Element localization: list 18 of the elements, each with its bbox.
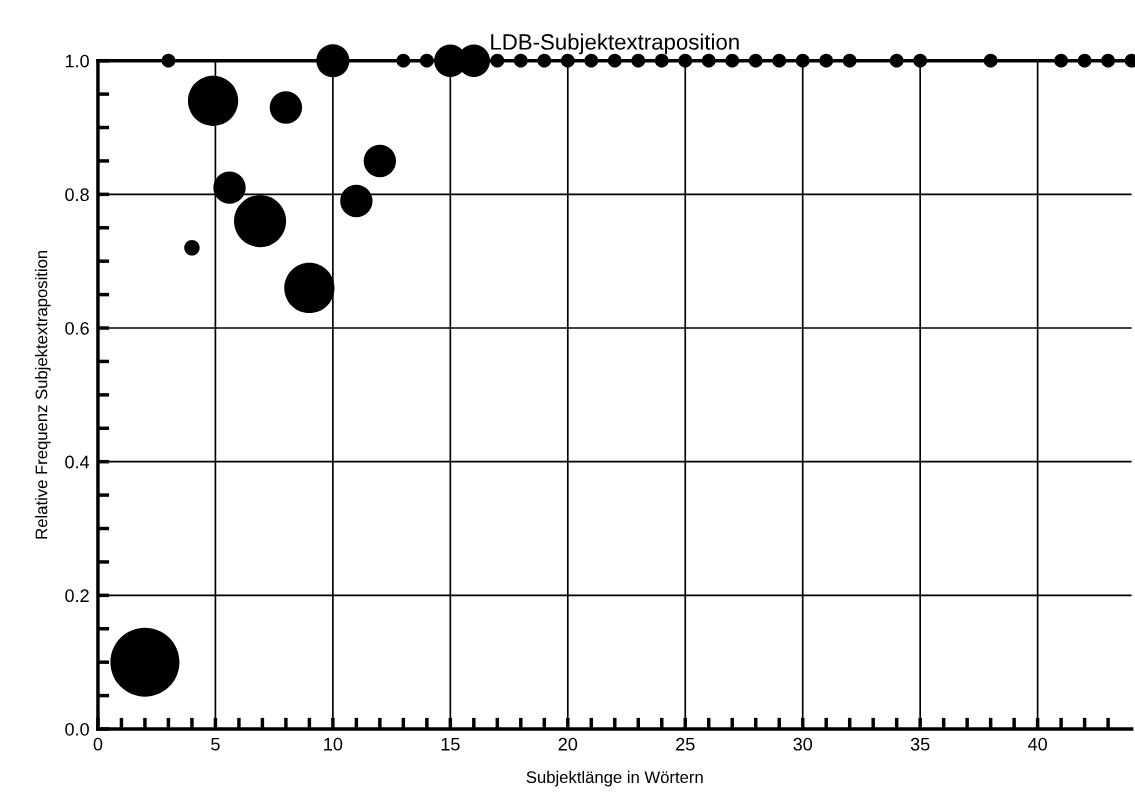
x-tick-label: 25 bbox=[676, 737, 695, 751]
x-tick-label: 5 bbox=[211, 738, 220, 751]
x-tick-label: 35 bbox=[910, 737, 930, 751]
x-tick-label: 40 bbox=[1028, 737, 1047, 751]
y-tick-label: 0.6 bbox=[65, 321, 89, 335]
x-tick-label: 0 bbox=[93, 737, 103, 751]
x-tick-label: 20 bbox=[558, 737, 578, 751]
x-axis-title: Subjektlänge in Wörtern bbox=[526, 770, 703, 787]
y-tick-label: 0.4 bbox=[65, 455, 90, 469]
y-tick-label: 0.2 bbox=[65, 589, 89, 603]
chart-title: LDB-Subjektextraposition bbox=[491, 33, 739, 55]
y-tick-label: 0.8 bbox=[65, 188, 89, 202]
y-axis-title: Relative Frequenz Subjektextraposition bbox=[35, 250, 51, 539]
y-tick-label: 1.0 bbox=[65, 54, 89, 68]
x-tick-label: 15 bbox=[441, 738, 460, 751]
y-tick-label: 0.0 bbox=[65, 722, 89, 736]
x-tick-label: 10 bbox=[324, 737, 343, 751]
x-tick-label: 30 bbox=[793, 737, 813, 751]
